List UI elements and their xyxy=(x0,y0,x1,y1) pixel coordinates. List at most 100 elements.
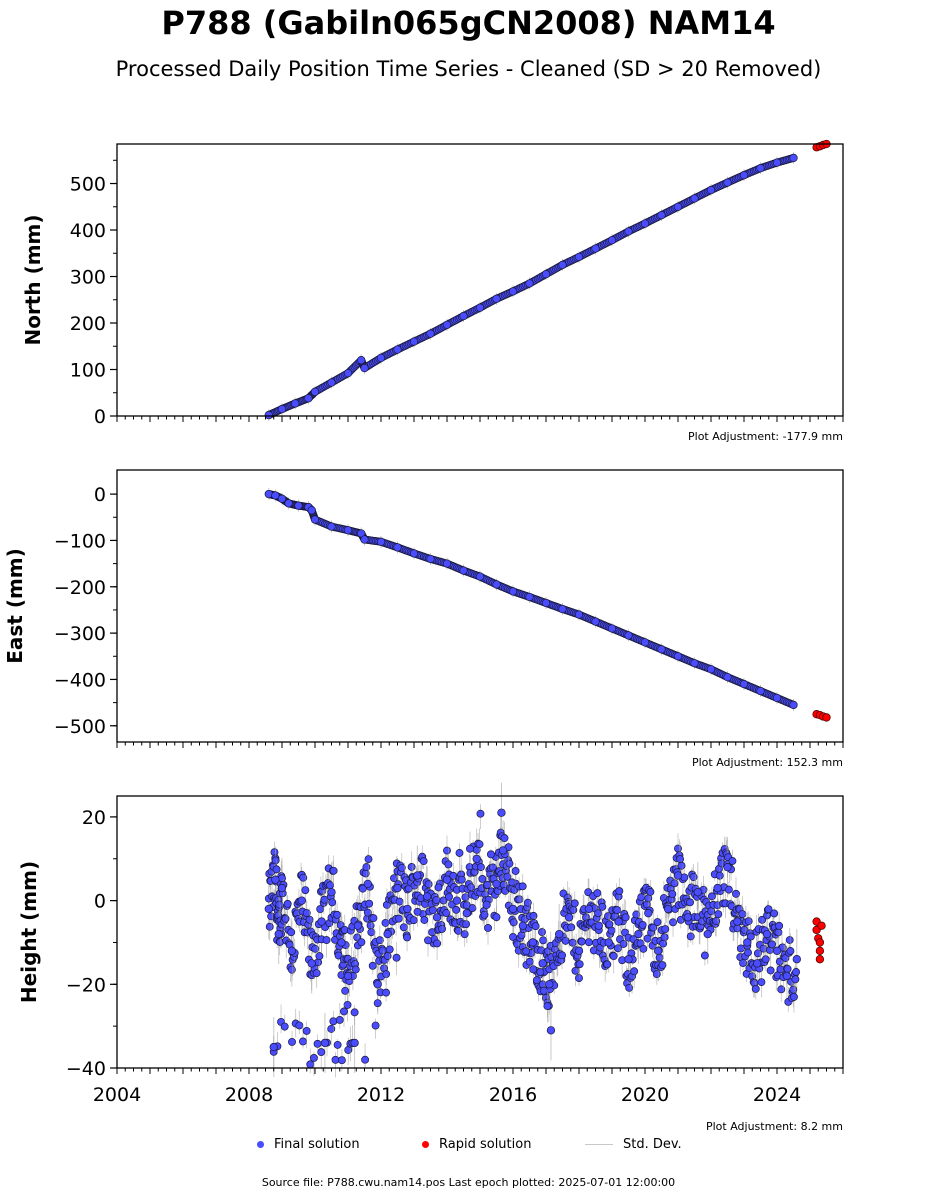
final-solution-point xyxy=(609,952,618,961)
final-solution-point xyxy=(744,948,752,957)
final-solution-point xyxy=(518,882,527,891)
final-solution-point xyxy=(522,947,531,956)
y-tick-label: −20 xyxy=(66,974,106,996)
final-solution-point xyxy=(492,580,501,589)
final-solution-point xyxy=(739,679,749,689)
final-solution-point xyxy=(274,929,283,939)
final-solution-point xyxy=(277,404,287,414)
final-solution-point xyxy=(739,171,749,180)
final-solution-point xyxy=(277,883,287,893)
y-tick-label: −100 xyxy=(54,530,106,552)
final-solution-point xyxy=(271,491,280,500)
final-solution-point xyxy=(350,1038,359,1048)
final-solution-point xyxy=(364,855,373,864)
final-solution-point xyxy=(438,924,446,933)
final-solution-point xyxy=(476,809,485,818)
final-solution-point xyxy=(478,875,487,883)
final-solution-point xyxy=(723,178,732,187)
final-solution-point xyxy=(492,879,501,889)
y-axis-label: East (mm) xyxy=(3,548,27,664)
final-solution-point xyxy=(619,940,628,948)
final-solution-point xyxy=(409,549,419,558)
final-solution-point xyxy=(443,846,451,855)
plot-adjustment: Plot Adjustment: 152.3 mm xyxy=(692,756,843,769)
final-solution-point xyxy=(376,353,386,363)
page-subtitle: Processed Daily Position Time Series - C… xyxy=(115,57,822,81)
final-solution-point xyxy=(593,889,602,898)
final-solution-point xyxy=(487,850,495,859)
final-solution-point xyxy=(570,899,579,908)
final-solution-point xyxy=(307,506,316,515)
final-solution-point xyxy=(686,898,694,907)
final-solution-point xyxy=(770,909,779,918)
final-solution-point xyxy=(350,1008,359,1017)
final-solution-point xyxy=(706,185,716,195)
final-solution-point xyxy=(753,959,762,968)
final-solution-point xyxy=(774,928,783,937)
final-solution-point xyxy=(363,908,372,917)
final-solution-point xyxy=(518,921,528,930)
final-solution-point xyxy=(426,329,435,338)
final-solution-point xyxy=(365,899,374,908)
final-solution-point xyxy=(624,227,633,236)
final-solution-point xyxy=(283,899,292,908)
final-solution-point xyxy=(528,938,537,947)
final-solution-point xyxy=(459,311,468,321)
final-solution-point xyxy=(291,399,300,408)
final-solution-point xyxy=(654,946,663,955)
y-tick-label: −500 xyxy=(54,716,106,738)
final-solution-point xyxy=(703,929,712,939)
final-solution-point xyxy=(353,921,363,930)
final-solution-point xyxy=(733,924,742,933)
final-solution-point xyxy=(385,945,394,954)
final-solution-point xyxy=(732,889,740,898)
legend-rapid: Rapid solution xyxy=(422,1137,531,1152)
final-solution-point xyxy=(541,598,551,608)
final-solution-point xyxy=(772,158,782,167)
final-solution-point xyxy=(508,587,518,596)
final-solution-point xyxy=(361,1055,370,1064)
final-solution-point xyxy=(790,992,798,1001)
final-solution-point xyxy=(607,926,616,935)
y-tick-label: 0 xyxy=(94,484,106,506)
final-solution-point xyxy=(690,194,699,203)
final-solution-point xyxy=(371,1021,380,1030)
final-solution-point xyxy=(271,875,280,884)
final-solution-point xyxy=(369,914,378,923)
final-solution-point xyxy=(733,917,742,926)
final-solution-point xyxy=(459,566,468,575)
final-solution-point xyxy=(603,960,612,969)
final-solution-point xyxy=(329,1017,338,1026)
final-solution-point xyxy=(413,871,422,880)
final-solution-point xyxy=(343,971,353,981)
final-solution-point xyxy=(271,856,280,865)
final-solution-point xyxy=(789,700,798,710)
final-solution-point xyxy=(723,862,732,872)
y-tick-label: 0 xyxy=(94,891,106,913)
rapid-solution-marker-icon xyxy=(422,1141,429,1148)
final-solution-point xyxy=(545,980,554,989)
legend-sd-label: Std. Dev. xyxy=(623,1137,682,1152)
final-solution-point xyxy=(424,936,432,945)
y-tick-label: 200 xyxy=(70,313,106,335)
final-solution-point xyxy=(723,672,732,682)
x-tick-label: 2012 xyxy=(357,1084,405,1106)
final-solution-point xyxy=(305,915,314,924)
final-solution-point xyxy=(264,410,273,420)
final-solution-point xyxy=(497,808,506,817)
final-solution-point xyxy=(762,929,772,939)
final-solution-point xyxy=(399,923,408,932)
final-solution-point xyxy=(775,921,784,930)
y-tick-label: −200 xyxy=(54,577,106,599)
final-solution-point xyxy=(640,638,650,647)
final-solution-point xyxy=(538,959,547,968)
final-solution-point xyxy=(653,918,662,927)
final-solution-point xyxy=(658,961,667,970)
final-solution-point xyxy=(301,886,310,895)
y-axis-label: Height (mm) xyxy=(17,861,41,1003)
final-solution-point xyxy=(715,871,724,880)
final-solution-point xyxy=(574,946,584,955)
final-solution-point xyxy=(295,1021,304,1030)
final-solution-point xyxy=(313,1039,322,1048)
final-solution-point xyxy=(333,910,342,919)
